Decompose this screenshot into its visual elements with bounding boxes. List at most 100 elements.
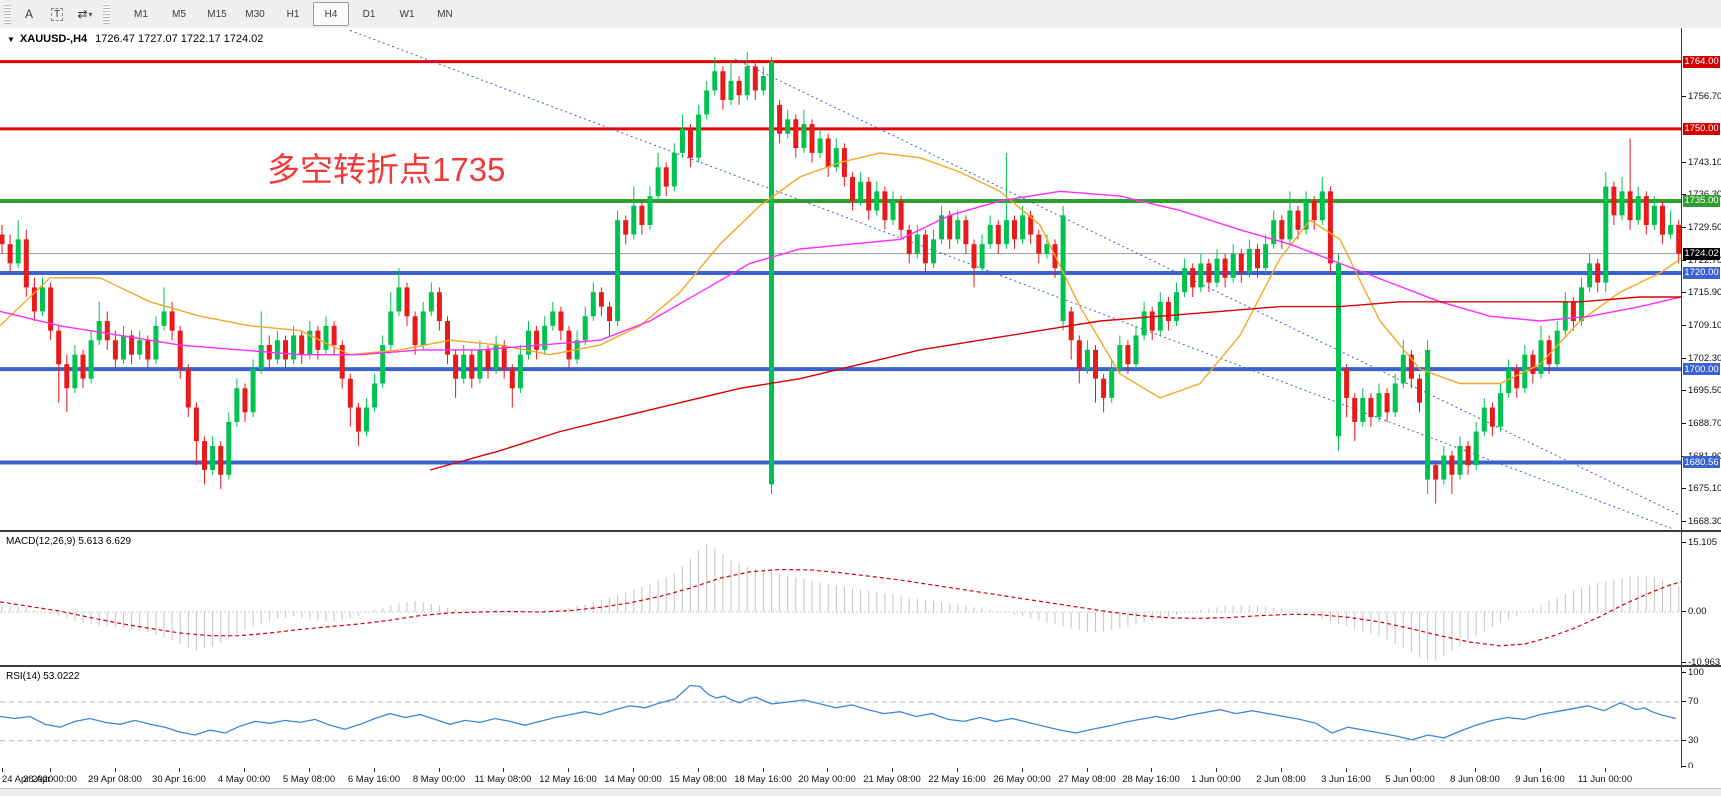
collapse-triangle-icon[interactable]: ▼	[7, 34, 15, 44]
price-tick: 1743.10	[1682, 157, 1721, 168]
axis-divider	[1681, 28, 1682, 768]
time-label: 24 Apr 2020	[2, 774, 54, 785]
time-label: 11 Jun 00:00	[1577, 774, 1633, 785]
timeframe-buttons: M1 M5 M15 M30 H1 H4 D1 W1 MN	[122, 2, 464, 26]
trend-lines	[349, 29, 1681, 530]
time-tick-mark	[698, 768, 699, 772]
time-label: 30 Apr 16:00	[152, 774, 206, 785]
time-tick-mark	[179, 768, 180, 772]
time-label: 18 May 16:00	[734, 774, 792, 785]
timeframe-button-w1[interactable]: W1	[399, 8, 415, 20]
price-badge-1764.00: 1764.00	[1683, 55, 1720, 68]
time-tick-mark	[503, 768, 504, 772]
time-tick-mark	[1410, 768, 1411, 772]
price-tick: 1756.70	[1682, 91, 1721, 102]
price-badge-1750.00: 1750.00	[1683, 122, 1720, 135]
time-tick-mark	[1475, 768, 1476, 772]
timeframe-button-m5[interactable]: M5	[172, 8, 186, 20]
text-tool-icon[interactable]: A	[24, 7, 33, 21]
rsi-panel[interactable]	[0, 667, 1681, 768]
rsi-plot[interactable]	[0, 667, 1681, 768]
time-label: 15 May 08:00	[669, 774, 727, 785]
price-tick: 1688.70	[1682, 418, 1721, 429]
time-tick-mark	[439, 768, 440, 772]
timeframe-button-mn[interactable]: MN	[437, 8, 453, 20]
macd-tick: 0.00	[1682, 606, 1707, 617]
panel-separator-2[interactable]	[0, 665, 1721, 667]
macd-tick: 15.105	[1682, 537, 1717, 548]
time-tick-mark	[244, 768, 245, 772]
toolbar-grip[interactable]	[4, 4, 11, 24]
time-label: 28 Apr 00:00	[23, 774, 77, 785]
arrow-style-icon[interactable]: ⇄ ▾	[77, 7, 93, 21]
price-tick: 1729.50	[1682, 222, 1721, 233]
text-label-icon[interactable]: T	[45, 2, 69, 26]
time-tick-mark	[1216, 768, 1217, 772]
time-label: 21 May 08:00	[863, 774, 921, 785]
symbol-label: XAUUSD-,H4	[19, 33, 88, 45]
time-tick-mark	[2, 768, 3, 772]
candles	[0, 52, 1681, 504]
price-tick: 1702.30	[1682, 353, 1721, 364]
time-label: 14 May 00:00	[604, 774, 662, 785]
price-tick: 1668.30	[1682, 516, 1721, 527]
time-tick-mark	[633, 768, 634, 772]
rsi-label: RSI(14) 53.0222	[6, 671, 80, 682]
time-label: 22 May 16:00	[928, 774, 986, 785]
macd-panel[interactable]	[0, 532, 1681, 665]
rsi-tick: 0	[1682, 761, 1693, 772]
time-label: 4 May 00:00	[217, 774, 271, 785]
price-badge-1700.00: 1700.00	[1683, 363, 1720, 376]
time-tick-mark	[892, 768, 893, 772]
rsi-tick: 70	[1682, 696, 1699, 707]
dropdown-caret-icon[interactable]: ▾	[88, 9, 93, 19]
time-label: 27 May 08:00	[1058, 774, 1116, 785]
time-label: 6 May 16:00	[347, 774, 401, 785]
price-tick: 1722.70	[1682, 255, 1721, 266]
timeframe-button-m30[interactable]: M30	[245, 8, 265, 20]
timeframe-button-m15[interactable]: M15	[207, 8, 227, 20]
time-tick-mark	[957, 768, 958, 772]
price-tick: 1695.50	[1682, 385, 1721, 396]
time-label: 8 Jun 08:00	[1450, 774, 1500, 785]
price-badge-1680.56: 1680.56	[1683, 456, 1720, 469]
rsi-axis[interactable]: 100 70 30 0	[1682, 667, 1721, 772]
timeframe-button-m1[interactable]: M1	[134, 8, 148, 20]
time-label: 29 Apr 08:00	[88, 774, 142, 785]
timeframe-button-h1[interactable]: H1	[286, 8, 300, 20]
macd-label: MACD(12,26,9) 5.613 6.629	[6, 536, 132, 547]
price-tick: 1736.30	[1682, 189, 1721, 200]
timeframe-button-h4[interactable]: H4	[313, 2, 349, 26]
time-tick-mark	[374, 768, 375, 772]
time-label: 11 May 08:00	[474, 774, 532, 785]
price-badge-1724.02: 1724.02	[1683, 247, 1720, 260]
rsi-tick: 30	[1682, 735, 1699, 746]
macd-axis[interactable]: 15.105 0.00 -10.963	[1682, 532, 1721, 668]
time-tick-mark	[1151, 768, 1152, 772]
price-tick: 1681.90	[1682, 451, 1721, 462]
main-chart-panel[interactable]	[0, 28, 1681, 530]
time-axis[interactable]: 24 Apr 2020 28 Apr 00:00 29 Apr 08:00 30 Ap…	[0, 768, 1721, 796]
rsi-line	[0, 684, 1677, 741]
main-plot[interactable]	[0, 28, 1681, 530]
panel-separator[interactable]	[0, 530, 1721, 532]
toolbar-grip-2[interactable]	[103, 4, 110, 24]
time-label: 5 Jun 00:00	[1385, 774, 1435, 785]
macd-plot[interactable]	[0, 532, 1681, 665]
rsi-tick: 100	[1682, 667, 1704, 678]
time-label: 26 May 00:00	[993, 774, 1051, 785]
time-tick-mark	[1346, 768, 1347, 772]
time-label: 8 May 00:00	[412, 774, 466, 785]
macd-tick: -10.963	[1682, 657, 1720, 668]
time-tick-mark	[827, 768, 828, 772]
time-tick-mark	[763, 768, 764, 772]
time-label: 2 Jun 08:00	[1256, 774, 1306, 785]
price-axis[interactable]: 1756.70 1743.10 1736.30 1729.50 1722.70 1715.…	[1682, 28, 1721, 530]
time-label: 3 Jun 16:00	[1321, 774, 1371, 785]
ohlc-values: 1726.47 1727.07 1722.17 1724.02	[95, 33, 264, 45]
time-tick-mark	[568, 768, 569, 772]
time-tick-mark	[50, 768, 51, 772]
time-label: 20 May 00:00	[798, 774, 856, 785]
timeframe-button-d1[interactable]: D1	[362, 8, 376, 20]
price-tick: 1675.10	[1682, 483, 1721, 494]
